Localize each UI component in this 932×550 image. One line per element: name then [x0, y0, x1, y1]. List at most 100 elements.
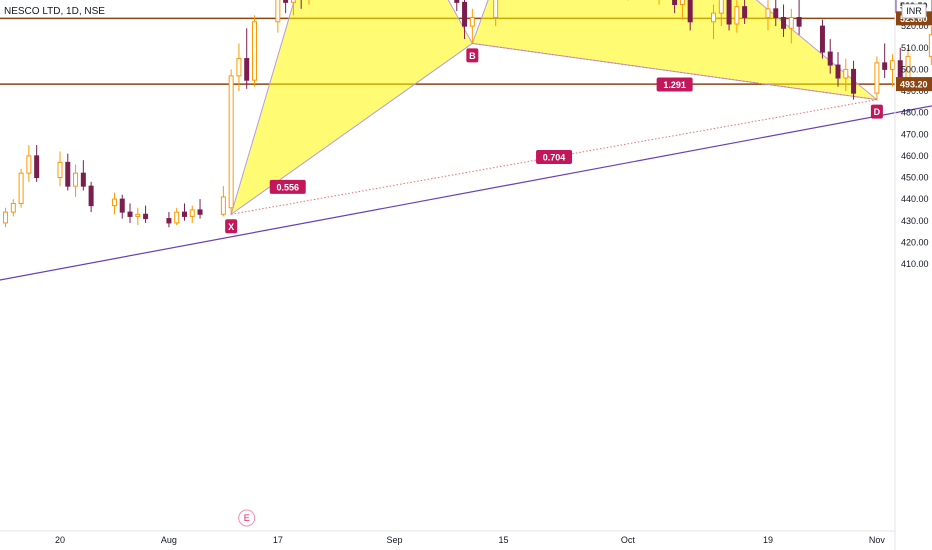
candle [796, 0, 802, 35]
candle [143, 205, 149, 223]
currency-button-frame [901, 3, 927, 19]
candle [687, 0, 693, 31]
currency-button[interactable]: INR [901, 3, 927, 19]
candle [10, 199, 16, 217]
candle [80, 160, 86, 191]
candle [718, 0, 724, 27]
candle-body [34, 155, 40, 178]
candle-body [874, 62, 880, 94]
time-tick: 20 [55, 535, 65, 545]
candle [18, 168, 24, 208]
time-tick: Sep [387, 535, 403, 545]
candle [73, 164, 79, 197]
candle [679, 0, 685, 20]
candle-body [220, 196, 226, 215]
candle [928, 26, 932, 66]
candle [244, 28, 250, 89]
candle-body [127, 211, 133, 217]
candle-body [181, 211, 187, 217]
ratio-badge-bg [656, 77, 693, 92]
candle-body [851, 68, 857, 94]
candle [275, 0, 281, 33]
ratio-line-xd [231, 99, 877, 215]
candle [819, 19, 825, 59]
price-tick: 410.00 [901, 259, 929, 269]
candle [454, 0, 460, 11]
candle [462, 0, 468, 40]
price-tick: 440.00 [901, 194, 929, 204]
candle-body [3, 211, 9, 224]
candle-body [26, 155, 32, 174]
candle-body [290, 0, 296, 3]
candle [65, 153, 71, 191]
candle-body [73, 172, 79, 187]
candle-body [726, 0, 732, 25]
price-tick: 520.00 [901, 21, 929, 31]
point-label-bg [225, 219, 238, 234]
point-label-text: B [469, 51, 476, 61]
time-tick: 15 [498, 535, 508, 545]
symbol-title: NESCO LTD, 1D, NSE [4, 6, 105, 17]
candle-body [493, 0, 499, 18]
candles-layer [3, 0, 932, 228]
candle-body [18, 172, 24, 204]
candle [181, 203, 187, 221]
candle-body [734, 6, 740, 25]
candle [111, 192, 117, 215]
time-tick: Aug [161, 535, 177, 545]
candle-body [687, 0, 693, 23]
ratio-badge-xd: 0.704 [536, 149, 573, 164]
candle-body [88, 185, 94, 207]
candle-body [65, 161, 71, 187]
candle-body [835, 64, 841, 79]
candle [882, 43, 888, 79]
candle [851, 60, 857, 100]
candle [220, 186, 226, 217]
candle-body [672, 0, 678, 5]
earnings-markers: EEE [238, 509, 256, 527]
price-tick: 510.00 [901, 43, 929, 53]
time-tick: Nov [869, 535, 886, 545]
candle-body [275, 0, 281, 23]
candle [189, 205, 195, 223]
candle-body [283, 0, 289, 3]
candle-body [197, 209, 203, 215]
candle-body [80, 172, 86, 187]
candle [742, 0, 748, 24]
candle-body [189, 209, 195, 217]
candle-body [819, 25, 825, 53]
pattern-xab-fill [230, 0, 473, 216]
price-tick: 420.00 [901, 237, 929, 247]
candle [3, 207, 9, 228]
candle [174, 207, 180, 226]
candle-body [788, 16, 794, 29]
candle [874, 56, 880, 100]
point-label-text: X [228, 222, 234, 232]
candle [57, 151, 63, 187]
time-tick: 19 [763, 535, 773, 545]
candle-body [843, 68, 849, 79]
candle-body [10, 202, 16, 213]
candle [252, 15, 257, 87]
candle-body [236, 58, 242, 77]
candle [283, 0, 289, 14]
candle-body [174, 211, 180, 224]
candle [88, 181, 94, 213]
candle [827, 39, 833, 74]
point-label-bg [466, 48, 479, 63]
time-tick: Oct [621, 535, 636, 545]
candle [135, 207, 141, 226]
candle [765, 0, 771, 31]
candle-body [469, 16, 475, 27]
candle [26, 145, 32, 182]
candle-body [765, 8, 771, 18]
point-label-text: D [874, 107, 881, 117]
candle [493, 0, 499, 27]
candle [672, 0, 678, 14]
time-axis[interactable]: 20Aug17Sep15Oct19Nov14Dec152021Feb15 [55, 535, 932, 545]
price-label-bg [896, 77, 932, 92]
point-label-x: X [225, 219, 238, 234]
candle [469, 8, 475, 44]
ratio-badge-bd: 1.291 [656, 77, 693, 92]
